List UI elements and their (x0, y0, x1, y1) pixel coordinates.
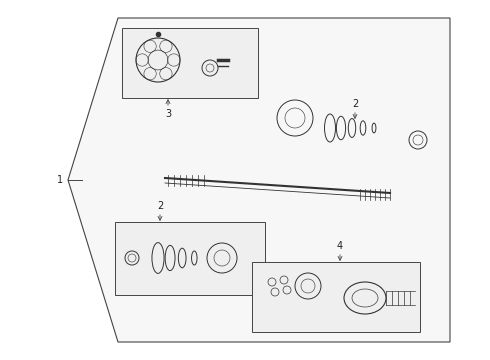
Polygon shape (115, 222, 265, 295)
Polygon shape (122, 28, 258, 98)
Polygon shape (68, 18, 450, 342)
Text: 1: 1 (57, 175, 63, 185)
Text: 3: 3 (165, 109, 171, 119)
Polygon shape (252, 262, 420, 332)
Text: 4: 4 (337, 241, 343, 251)
Text: 2: 2 (352, 99, 358, 109)
Text: 2: 2 (157, 201, 163, 211)
